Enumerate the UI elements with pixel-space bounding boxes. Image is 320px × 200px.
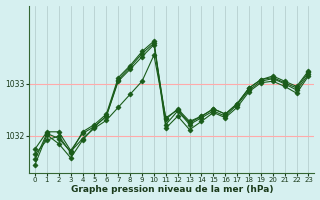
X-axis label: Graphe pression niveau de la mer (hPa): Graphe pression niveau de la mer (hPa) (70, 185, 273, 194)
